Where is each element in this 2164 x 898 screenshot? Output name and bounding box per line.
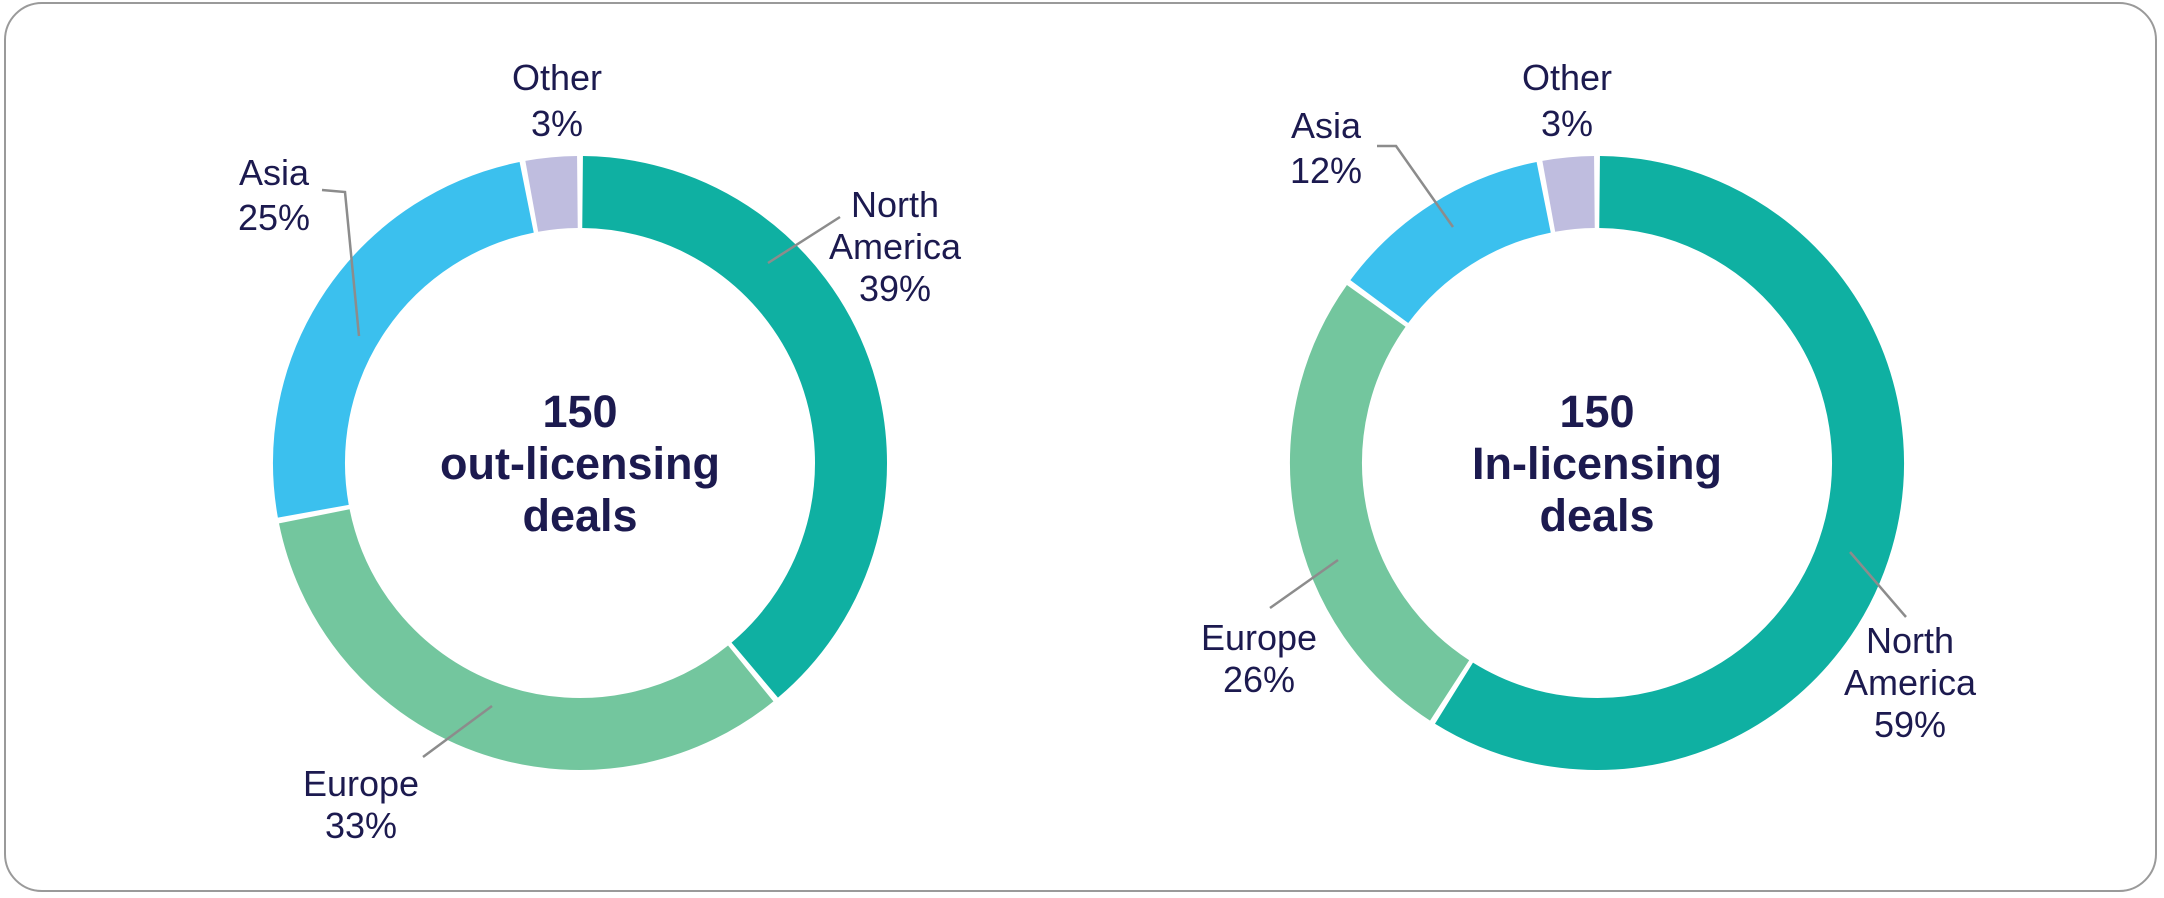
- leader-line-asia: [321, 188, 361, 337]
- leader-line-north-america: [767, 215, 841, 265]
- slice-north-america: [581, 156, 887, 698]
- slice-asia: [1350, 162, 1552, 324]
- label-other: Other 3%: [1522, 57, 1612, 144]
- leader-line-asia: [1377, 144, 1455, 228]
- slice-north-america: [1435, 156, 1904, 770]
- donut-center-label: 150 out-licensing deals: [440, 386, 720, 541]
- slice-europe: [1290, 284, 1470, 721]
- slice-other: [1542, 156, 1596, 232]
- leader-line-north-america: [1849, 551, 1907, 618]
- label-europe: Europe 33%: [303, 763, 419, 846]
- label-other: Other 3%: [512, 57, 602, 144]
- label-north-america: North America 39%: [829, 184, 962, 309]
- label-asia: Asia 25%: [238, 152, 310, 238]
- leader-line-europe: [422, 704, 493, 759]
- label-north-america: North America 59%: [1844, 620, 1977, 745]
- slice-other: [525, 156, 579, 232]
- label-asia: Asia 12%: [1290, 105, 1362, 191]
- chart-card: [4, 2, 2157, 892]
- out-licensing-donut-chart: North America 39% Europe 33% Asia 25% Other 3% 15…: [238, 57, 962, 846]
- label-europe: Europe 26%: [1201, 617, 1317, 700]
- donut-center-label: 150 In-licensing deals: [1472, 386, 1722, 541]
- leader-line-europe: [1269, 558, 1339, 610]
- slice-europe: [279, 508, 774, 770]
- in-licensing-donut-chart: North America 59% Europe 26% Asia 12% Other 3% 15…: [1201, 57, 1977, 770]
